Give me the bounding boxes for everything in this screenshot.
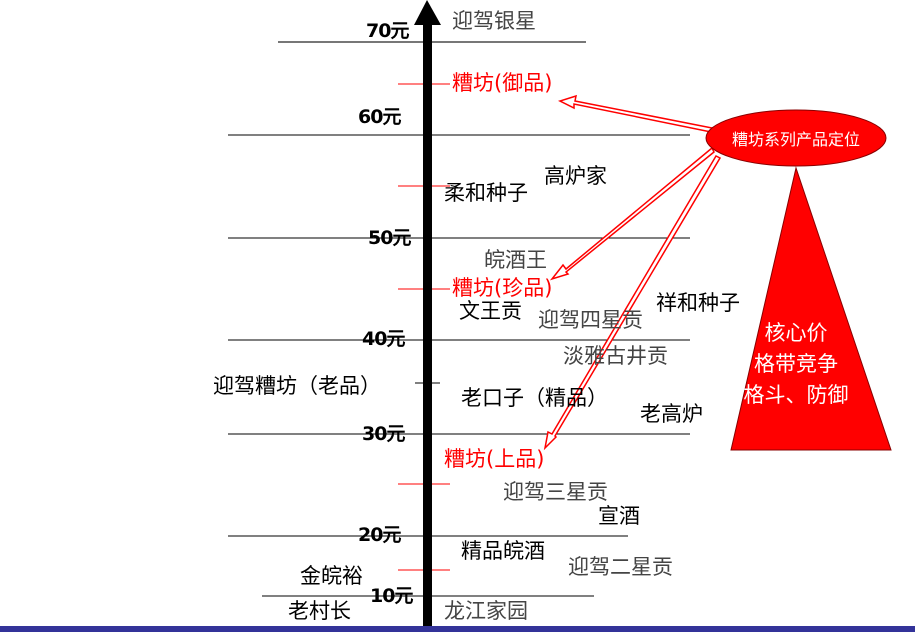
label-wenwang-gong: 文王贡 [459, 299, 522, 323]
label-yingjia-erxing: 迎驾二星贡 [568, 555, 673, 579]
triangle-text: 核心价 格带竞争 格斗、防御 [740, 318, 852, 411]
label-jingpin-wanjiu: 精品皖酒 [461, 539, 545, 563]
tick-10: 10元 [370, 585, 413, 607]
triangle-line-2: 格带竞争 [754, 352, 838, 376]
label-xianghe-zhongzi: 祥和种子 [656, 291, 740, 315]
label-laokouzi-jingpin: 老口子（精品） [461, 386, 608, 410]
arrow-to-yupin [558, 94, 713, 133]
label-xuanjiu: 宣酒 [598, 504, 640, 528]
label-jinwanyu: 金皖裕 [300, 564, 363, 588]
arrow-to-shangpin [543, 155, 722, 451]
label-yingjia-sanxing: 迎驾三星贡 [503, 480, 608, 504]
label-rouhe-zhongzi: 柔和种子 [444, 181, 528, 205]
label-wanjiu-wang: 皖酒王 [484, 248, 547, 272]
tick-70: 70元 [366, 20, 409, 42]
price-axis [423, 22, 432, 632]
triangle-line-1: 核心价 [764, 321, 828, 345]
callout-ellipse [705, 109, 887, 167]
label-caofang-zhenpin: 糟坊(珍品) [452, 276, 553, 300]
tick-50: 50元 [368, 227, 411, 249]
tick-40: 40元 [362, 328, 405, 350]
label-laocunzhang: 老村长 [288, 599, 351, 623]
tick-30: 30元 [362, 423, 405, 445]
label-yingjia-caofang-laopin: 迎驾糟坊（老品） [213, 374, 381, 398]
label-laogaolu: 老高炉 [640, 402, 703, 426]
callout-text: 糟坊系列产品定位 [731, 130, 860, 149]
arrow-to-zhenpin [549, 146, 715, 281]
label-yingjia-sixing: 迎驾四星贡 [538, 308, 643, 332]
label-caofang-yupin: 糟坊(御品) [452, 71, 553, 95]
triangle-line-3: 格斗、防御 [743, 383, 849, 407]
tick-20: 20元 [358, 524, 401, 546]
bottom-bar [0, 626, 915, 632]
tick-60: 60元 [358, 106, 401, 128]
label-longjiang-jiayuan: 龙江家园 [444, 599, 528, 623]
axis-arrowhead [414, 0, 441, 25]
core-price-triangle [730, 166, 892, 451]
label-yingjia-yinxing: 迎驾银星 [452, 9, 536, 33]
label-caofang-shangpin: 糟坊(上品) [444, 447, 545, 471]
label-danya-gujing: 淡雅古井贡 [563, 344, 668, 368]
label-gaolujia: 高炉家 [544, 164, 607, 188]
